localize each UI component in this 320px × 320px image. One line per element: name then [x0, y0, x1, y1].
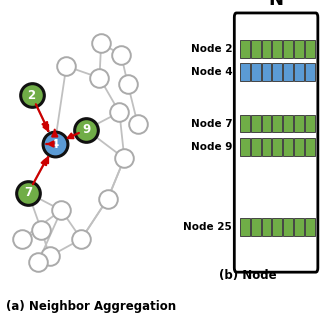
Bar	[273, 138, 282, 156]
Bar	[240, 40, 250, 58]
Point	[59, 208, 64, 213]
Text: 9: 9	[82, 123, 90, 136]
Bar	[262, 115, 271, 132]
Text: 4: 4	[51, 138, 59, 150]
Bar	[283, 138, 293, 156]
Point	[39, 228, 44, 233]
Bar	[283, 218, 293, 236]
Bar	[273, 40, 282, 58]
Text: Node 25: Node 25	[183, 222, 232, 232]
Bar	[305, 63, 315, 81]
Bar	[251, 218, 261, 236]
Point	[19, 236, 24, 242]
Text: 7: 7	[24, 187, 32, 199]
Point	[79, 236, 84, 242]
Bar	[251, 138, 261, 156]
Point	[118, 52, 124, 57]
Bar	[305, 218, 315, 236]
Text: Node 9: Node 9	[191, 141, 232, 152]
Bar	[294, 40, 304, 58]
Bar	[240, 115, 250, 132]
Point	[84, 127, 89, 132]
Point	[64, 64, 69, 69]
Text: Node 4: Node 4	[190, 67, 232, 77]
Point	[117, 110, 122, 115]
Bar	[305, 115, 315, 132]
Bar	[240, 63, 250, 81]
Bar	[273, 115, 282, 132]
Bar	[240, 218, 250, 236]
Text: (a) Neighbor Aggregation: (a) Neighbor Aggregation	[6, 300, 176, 313]
Bar	[273, 218, 282, 236]
Point	[29, 92, 34, 98]
Point	[135, 121, 140, 126]
Bar	[251, 115, 261, 132]
Bar	[305, 138, 315, 156]
Bar	[294, 138, 304, 156]
Bar	[262, 218, 271, 236]
Bar	[240, 138, 250, 156]
Text: Node 7: Node 7	[190, 118, 232, 129]
Bar	[305, 40, 315, 58]
Bar	[283, 115, 293, 132]
Point	[36, 260, 41, 265]
Point	[52, 141, 57, 147]
Bar	[283, 63, 293, 81]
Text: Node 2: Node 2	[191, 44, 232, 54]
Bar	[283, 40, 293, 58]
Bar	[294, 218, 304, 236]
Point	[47, 254, 52, 259]
Point	[105, 196, 110, 201]
Point	[99, 41, 104, 46]
Bar	[273, 63, 282, 81]
Text: N: N	[268, 0, 284, 9]
Point	[125, 81, 130, 86]
Text: (b) Node: (b) Node	[219, 269, 277, 282]
Point	[97, 75, 102, 80]
FancyBboxPatch shape	[234, 13, 318, 272]
Point	[26, 190, 31, 196]
Text: 2: 2	[28, 89, 36, 101]
Bar	[262, 138, 271, 156]
Bar	[251, 40, 261, 58]
Bar	[251, 63, 261, 81]
Bar	[294, 115, 304, 132]
Bar	[294, 63, 304, 81]
Bar	[262, 63, 271, 81]
Point	[122, 156, 127, 161]
Bar	[262, 40, 271, 58]
